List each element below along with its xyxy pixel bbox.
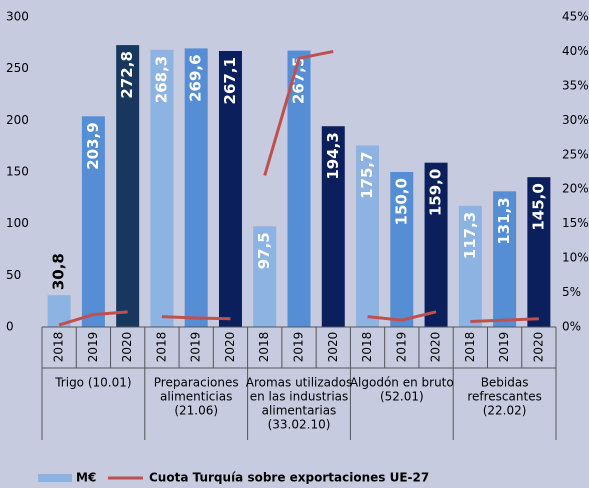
bar [287,50,311,327]
bar [321,126,345,328]
data-label: 268,3 [152,56,170,103]
data-label: 203,9 [84,122,102,169]
y2-tick-label: 15% [562,216,589,230]
y-tick-label: 0 [6,320,14,334]
bar [47,295,71,327]
bar [116,45,140,328]
bar [218,50,242,327]
x-tick-label: 2019 [292,332,306,363]
line [58,310,128,327]
data-label: 30,8 [50,253,68,290]
data-label: 272,8 [118,51,136,98]
x-tick-label: 2019 [497,332,511,363]
group-label: (21.06) [174,404,218,418]
y-tick-label: 300 [6,10,29,24]
y2-tick-label: 20% [562,182,589,196]
x-tick-label: 2019 [86,332,100,363]
bar [81,116,105,327]
data-label: 117,3 [461,212,479,259]
group-label: en las industrias [250,390,349,404]
legend-label: M€ [76,471,96,485]
y2-tick-label: 5% [562,285,581,299]
data-label: 131,3 [495,197,513,244]
y-tick-label: 100 [6,216,29,230]
x-tick-label: 2018 [257,332,271,363]
x-tick-label: 2020 [223,332,237,363]
group-label: (22.02) [483,404,527,418]
group-label: alimentarias [262,404,337,418]
line [263,49,334,176]
y-tick-label: 50 [6,268,21,282]
data-label: 267,5 [290,57,308,104]
y2-tick-label: 25% [562,147,589,161]
y2-tick-label: 45% [562,10,589,24]
data-label: 159,0 [427,169,445,216]
x-tick-label: 2018 [154,332,168,363]
bar [458,205,482,327]
data-label: 194,3 [324,132,342,179]
y-tick-label: 150 [6,165,29,179]
x-tick-label: 2020 [326,332,340,363]
y2-tick-label: 10% [562,251,589,265]
group-label: Preparaciones [154,376,239,390]
bar [253,226,277,327]
bar [150,49,174,328]
data-label: 175,7 [358,151,376,198]
line [367,310,437,322]
line [161,315,231,321]
group-label: refrescantes [467,390,541,404]
group-label: (33.02.10) [268,418,331,432]
y2-tick-label: 30% [562,113,589,127]
y-tick-label: 250 [6,61,29,75]
legend-label: Cuota Turquía sobre exportaciones UE-27 [149,471,429,485]
data-label: 269,6 [187,54,205,101]
group-label: Trigo (10.01) [54,376,131,390]
y2-tick-label: 40% [562,44,589,58]
x-tick-label: 2018 [360,332,374,363]
bar [184,48,208,328]
legend-swatch [38,474,72,482]
data-label: 150,0 [392,178,410,225]
bar [424,162,448,327]
group-label: Bebidas [481,376,529,390]
line [470,317,539,323]
x-tick-label: 2020 [429,332,443,363]
bar [493,191,517,327]
bar [527,177,551,327]
group-label: Algodón en bruto [350,376,454,390]
data-label: 267,1 [221,57,239,104]
data-label: 97,5 [255,232,273,269]
group-label: (52.01) [380,390,424,404]
x-tick-label: 2020 [120,332,134,363]
bar [356,145,380,327]
bar [390,172,414,327]
data-label: 145,0 [529,183,547,230]
group-label: Aromas utilizados [246,376,353,390]
x-tick-label: 2019 [394,332,408,363]
y2-tick-label: 35% [562,78,589,92]
x-tick-label: 2020 [531,332,545,363]
y2-tick-label: 0% [562,320,581,334]
y-tick-label: 200 [6,113,29,127]
x-tick-label: 2018 [52,332,66,363]
x-tick-label: 2018 [463,332,477,363]
group-label: alimenticias [160,390,232,404]
x-tick-label: 2019 [189,332,203,363]
